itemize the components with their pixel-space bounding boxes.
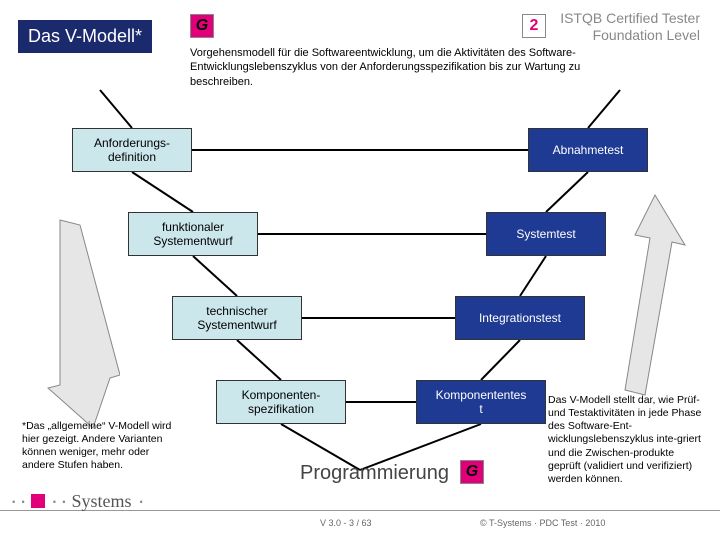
page-title: Das V-Modell* bbox=[18, 20, 152, 53]
page-number-marker: 2 bbox=[522, 14, 546, 38]
node-anforderungen: Anforderungs-definition bbox=[72, 128, 192, 172]
logo-word: Systems bbox=[72, 491, 132, 512]
logo-dots-l: · · bbox=[10, 488, 25, 514]
right-up-arrow bbox=[600, 190, 690, 410]
node-funktional: funktionalerSystementwurf bbox=[128, 212, 258, 256]
description-text: Vorgehensmodell für die Softwareentwickl… bbox=[190, 46, 610, 89]
node-system: Systemtest bbox=[486, 212, 606, 256]
logo-t-block bbox=[31, 494, 45, 508]
header-sub-l2: Foundation Level bbox=[593, 27, 700, 43]
node-integration: Integrationstest bbox=[455, 296, 585, 340]
logo-dots-r: · · bbox=[51, 488, 66, 514]
g-marker-bottom: G bbox=[460, 460, 484, 484]
side-explain-text: Das V-Modell stellt dar, wie Prüf- und T… bbox=[548, 394, 708, 486]
left-down-arrow bbox=[30, 210, 120, 430]
header-subtitle: ISTQB Certified Tester Foundation Level bbox=[560, 10, 700, 44]
programming-label: Programmierung bbox=[300, 462, 449, 485]
tsystems-logo: · · · · Systems · bbox=[10, 488, 143, 514]
g-marker-top: G bbox=[190, 14, 214, 38]
logo-dots-end: · bbox=[138, 488, 143, 514]
header-sub-l1: ISTQB Certified Tester bbox=[560, 10, 700, 26]
node-komptest: Komponententest bbox=[416, 380, 546, 424]
footnote-text: *Das „allgemeine“ V-Modell wird hier gez… bbox=[22, 420, 172, 473]
node-abnahme: Abnahmetest bbox=[528, 128, 648, 172]
node-technisch: technischerSystementwurf bbox=[172, 296, 302, 340]
footer-right: © T-Systems · PDC Test · 2010 bbox=[480, 518, 605, 528]
footer-left: V 3.0 - 3 / 63 bbox=[320, 518, 372, 528]
node-komponenten: Komponenten-spezifikation bbox=[216, 380, 346, 424]
